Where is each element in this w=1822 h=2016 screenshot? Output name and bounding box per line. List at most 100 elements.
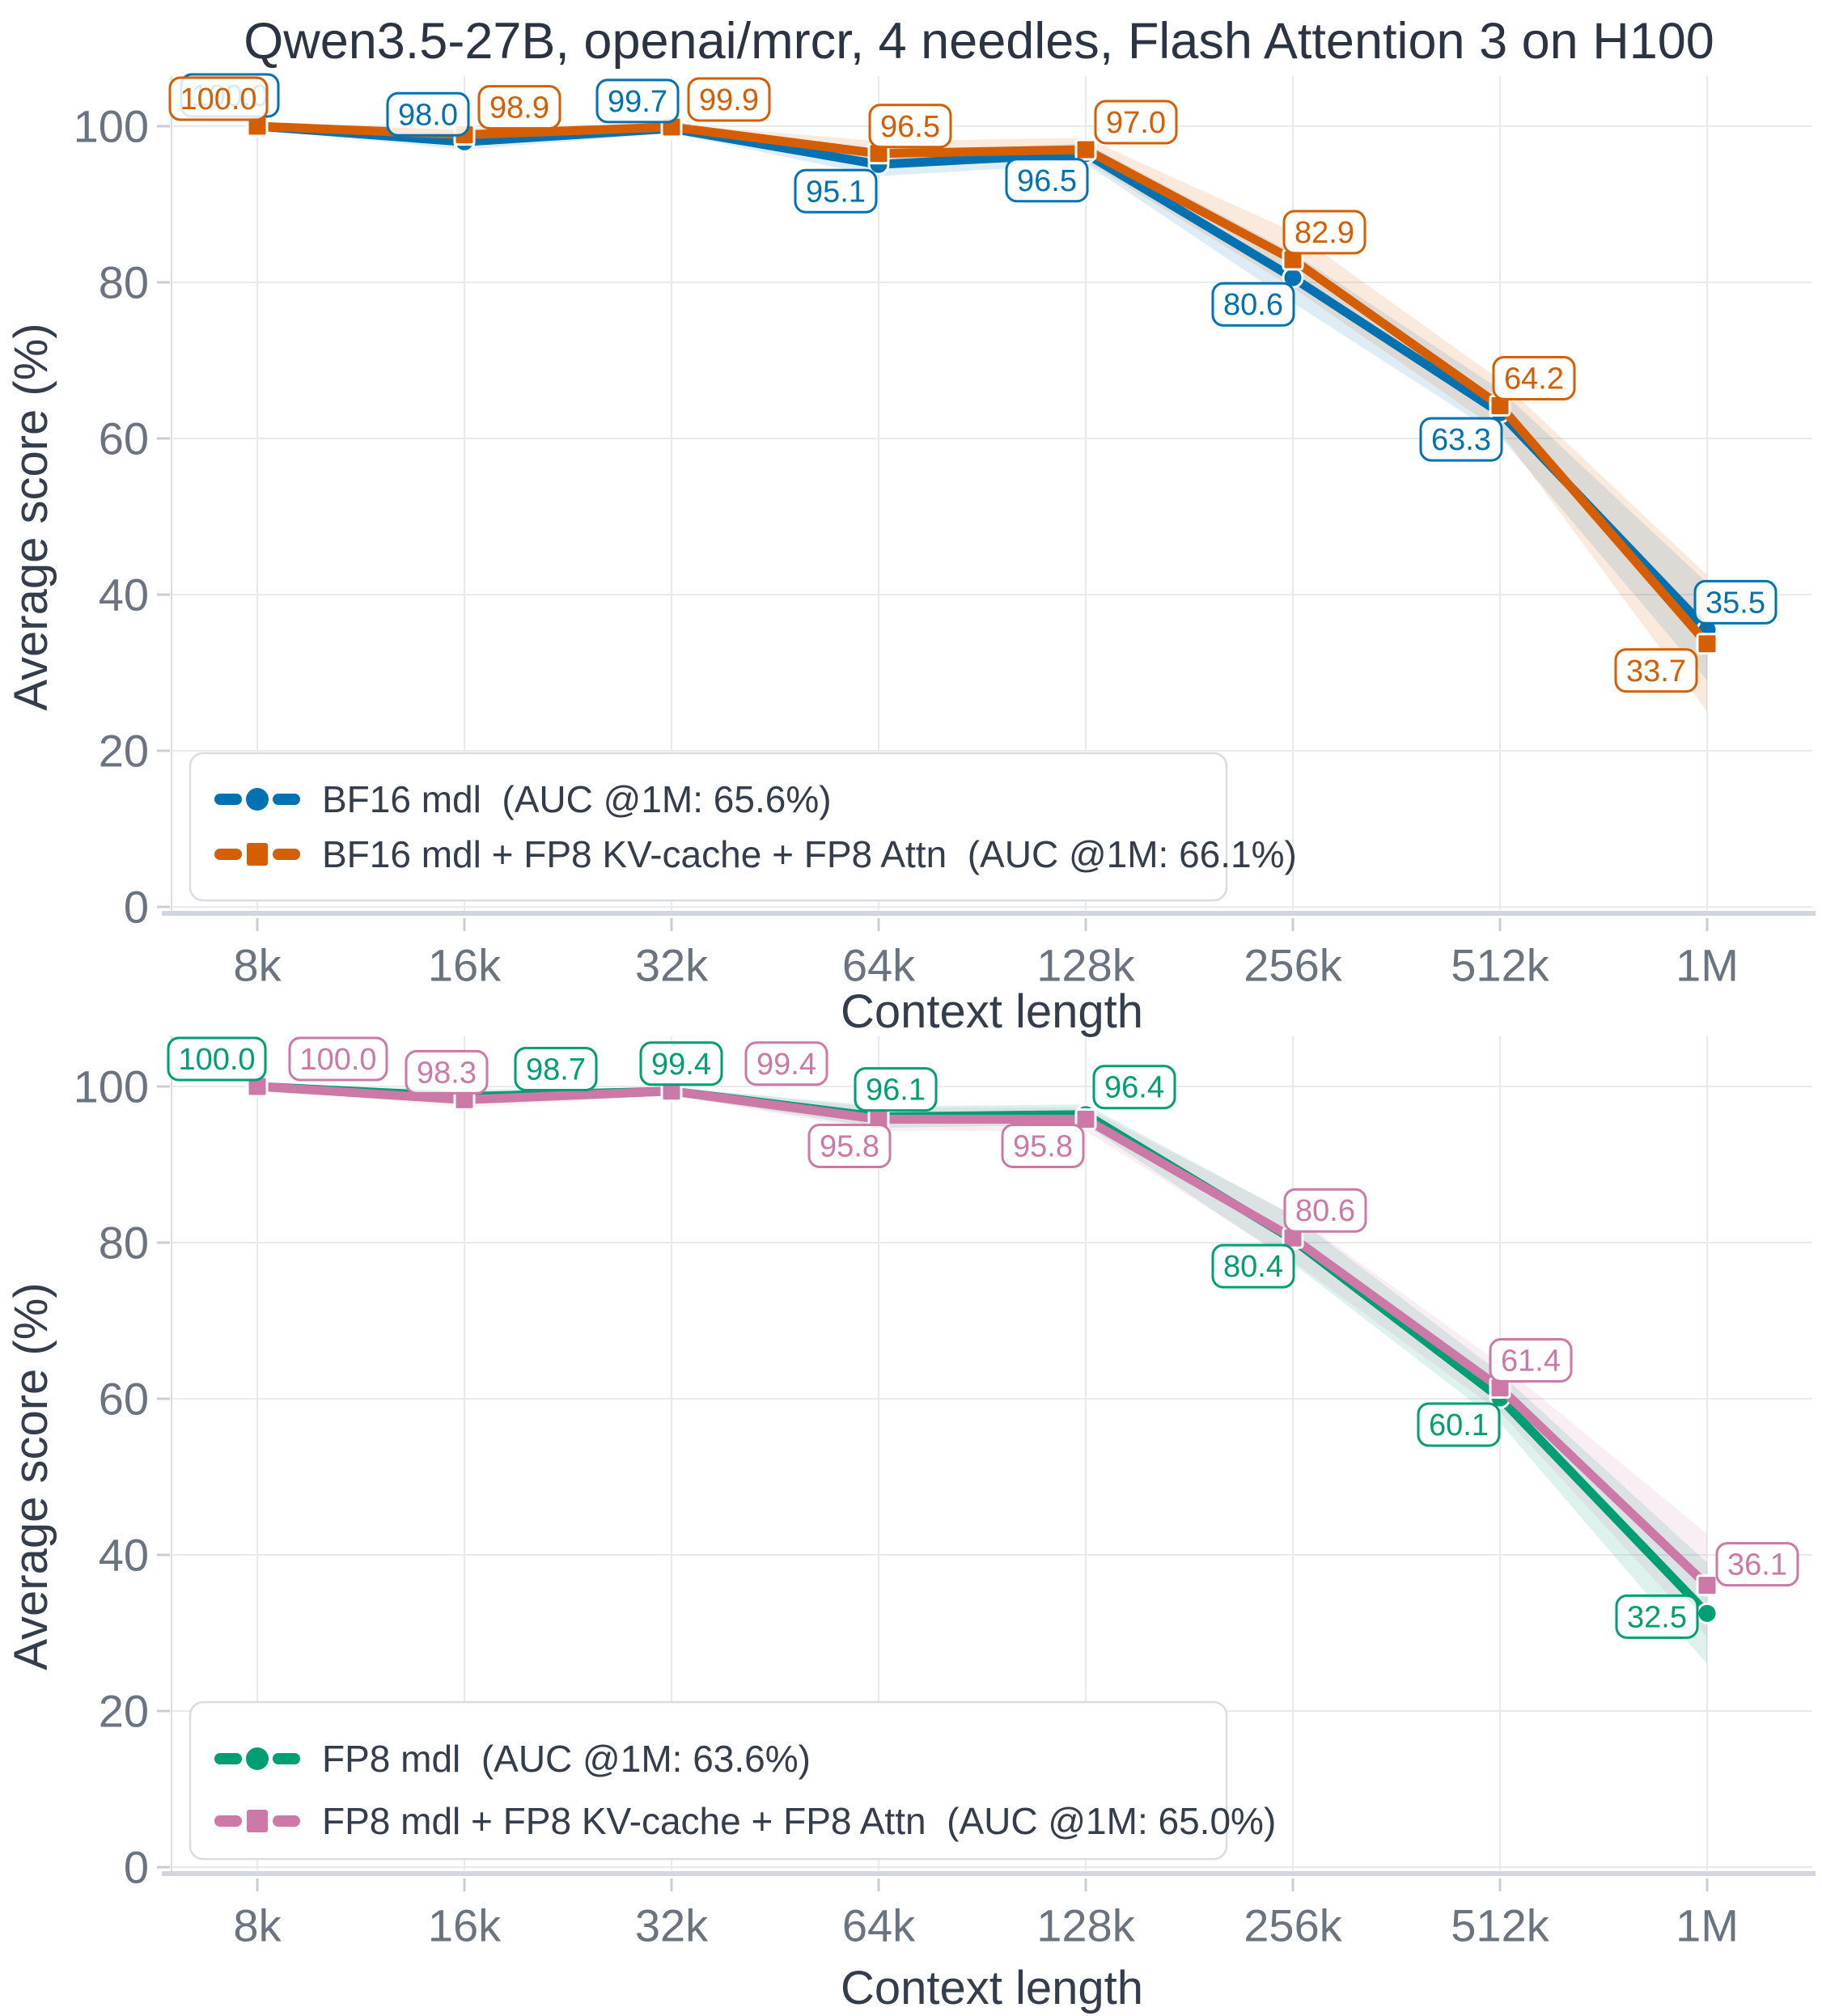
data-point-label: 35.5 [1693,579,1778,625]
x-tick-label: 256k [1244,940,1342,991]
legend-label: BF16 mdl (AUC @1M: 65.6%) [322,778,832,820]
data-label-box [168,76,269,121]
legend-line-dash [273,1753,300,1764]
legend-item: BF16 mdl + FP8 KV-cache + FP8 Attn (AUC … [214,833,1297,875]
legend-item: BF16 mdl (AUC @1M: 65.6%) [214,778,832,820]
data-point-label: 99.4 [639,1041,723,1086]
legend-label: FP8 mdl + FP8 KV-cache + FP8 Attn (AUC @… [322,1800,1276,1842]
data-label-box [1715,1542,1799,1587]
data-label-box [1419,417,1503,462]
data-label-box [868,104,952,149]
chart-title: Qwen3.5-27B, openai/mrcr, 4 needles, Fla… [244,13,1714,70]
legend-line-dash [214,849,242,860]
data-label-box [477,85,561,130]
data-label-box [1211,282,1295,327]
legend-box [189,1700,1228,1861]
data-point-label: 32.5 [1615,1594,1699,1639]
data-label-value: 35.5 [1705,586,1765,620]
x-tick-label: 512k [1451,940,1549,991]
y-tick-label: 80 [99,1218,149,1268]
data-label-value: 95.8 [820,1130,879,1164]
bottom-chart: 8k 16k 32k 64k 128k 256k 512k 1M 0 20 40 60 80 100 100… [74,1036,1816,1951]
x-tick-label: 128k [1036,940,1135,991]
data-label-box [386,91,470,137]
y-tick-label: 0 [124,1842,149,1893]
legend-circle-marker-icon [246,788,269,811]
legend-circle-marker-icon [246,1747,269,1770]
data-label-box [1092,1065,1176,1110]
data-label-value: 60.1 [1429,1408,1489,1442]
y-tick-label: 40 [99,570,149,620]
data-point-label: 98.7 [514,1047,598,1092]
legend-line-dash [273,794,300,805]
data-label-value: 96.1 [866,1074,926,1108]
data-label-box [1211,1243,1295,1289]
legend-line-dash [214,794,242,805]
data-label-box [854,1067,938,1112]
x-tick-label: 32k [635,940,709,991]
data-point-label: 99.4 [744,1041,828,1086]
series-line [252,121,1712,634]
data-label-box [687,77,771,122]
data-label-box [1615,1594,1699,1639]
legend: BF16 mdl (AUC @1M: 65.6%) BF16 mdl + FP8 … [189,752,1297,902]
data-label-box [1282,210,1366,255]
data-label-value: 98.3 [417,1056,477,1090]
x-tick-label: 1M [1676,1900,1739,1951]
legend-label: BF16 mdl + FP8 KV-cache + FP8 Attn (AUC … [322,833,1297,875]
x-tick-label: 64k [842,940,916,991]
legend-item: FP8 mdl (AUC @1M: 63.6%) [214,1738,811,1780]
data-label-box [794,168,878,214]
data-label-value: 98.7 [526,1053,586,1087]
data-point-label: 82.9 [1282,210,1366,255]
legend-box [189,752,1228,902]
data-label-box [639,1041,723,1086]
data-label-value: 96.5 [1017,164,1077,198]
data-point-label: 96.4 [1092,1065,1176,1110]
y-axis-title-bottom: Average score (%) [5,1282,57,1670]
legend-item: FP8 mdl + FP8 KV-cache + FP8 Attn (AUC @… [214,1800,1276,1842]
x-tick-label: 256k [1244,1900,1342,1951]
y-tick-label: 100 [74,1061,149,1112]
data-point-label: 96.5 [868,104,952,149]
data-point-label: 36.1 [1715,1542,1799,1587]
legend-line-dash [214,1815,242,1827]
legend-square-marker-icon [247,1810,268,1832]
data-label-box [595,78,680,124]
confidence-band [257,124,1707,712]
x-tick-label: 1M [1676,940,1739,991]
data-point-label: 97.0 [1094,100,1178,145]
y-tick-label: 80 [99,257,149,308]
data-label-box [1283,1188,1367,1233]
data-point-label: 100.0 [167,1036,267,1082]
legend-square-marker-icon [247,843,268,866]
data-label-value: 98.0 [398,98,458,132]
y-tick-label: 60 [99,1374,149,1425]
x-tick-label: 512k [1451,1900,1549,1951]
data-point-marker [1696,633,1718,655]
data-label-value: 80.4 [1223,1250,1283,1284]
data-label-box [1001,1124,1085,1169]
y-tick-label: 20 [99,1686,149,1737]
legend-line-dash [214,1753,242,1764]
y-axis-title-top: Average score (%) [5,323,57,710]
data-label-value: 100.0 [180,83,256,116]
data-label-value: 95.8 [1013,1130,1073,1164]
data-point-label: 98.0 [386,91,470,137]
data-label-box [1005,158,1089,203]
x-axis-title-top: Context length [841,985,1143,1038]
y-tick-label: 40 [99,1530,149,1581]
y-tick-label: 20 [99,726,149,777]
top-chart: 8k 16k 32k 64k 128k 256k 512k 1M 0 20 40 60 80 100 100… [74,73,1816,991]
data-label-value: 63.3 [1431,423,1491,457]
data-label-box [1417,1402,1501,1447]
data-label-value: 33.7 [1626,654,1686,688]
data-point-label: 95.8 [807,1124,892,1169]
data-point-label: 95.1 [794,168,878,214]
data-label-box [167,1036,267,1082]
data-point-label: 61.4 [1489,1337,1573,1383]
legend-line-dash [273,1815,300,1827]
data-point-label: 33.7 [1614,648,1698,693]
data-point-label: 64.2 [1492,355,1576,400]
data-label-value: 97.0 [1106,106,1166,140]
